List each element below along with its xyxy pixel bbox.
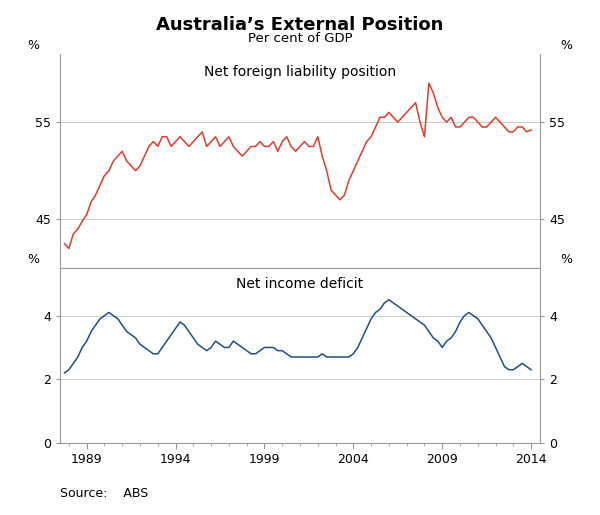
Text: %: %	[560, 39, 572, 52]
Text: %: %	[560, 253, 572, 266]
Text: %: %	[28, 39, 40, 52]
Text: Net income deficit: Net income deficit	[236, 277, 364, 290]
Text: Australia’s External Position: Australia’s External Position	[157, 16, 443, 35]
Text: %: %	[28, 253, 40, 266]
Text: Net foreign liability position: Net foreign liability position	[204, 65, 396, 79]
Text: Per cent of GDP: Per cent of GDP	[248, 32, 352, 45]
Text: Source:    ABS: Source: ABS	[60, 487, 148, 500]
